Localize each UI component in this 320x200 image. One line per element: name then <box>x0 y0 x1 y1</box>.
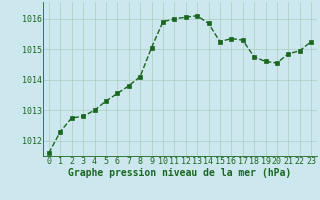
X-axis label: Graphe pression niveau de la mer (hPa): Graphe pression niveau de la mer (hPa) <box>68 168 292 178</box>
